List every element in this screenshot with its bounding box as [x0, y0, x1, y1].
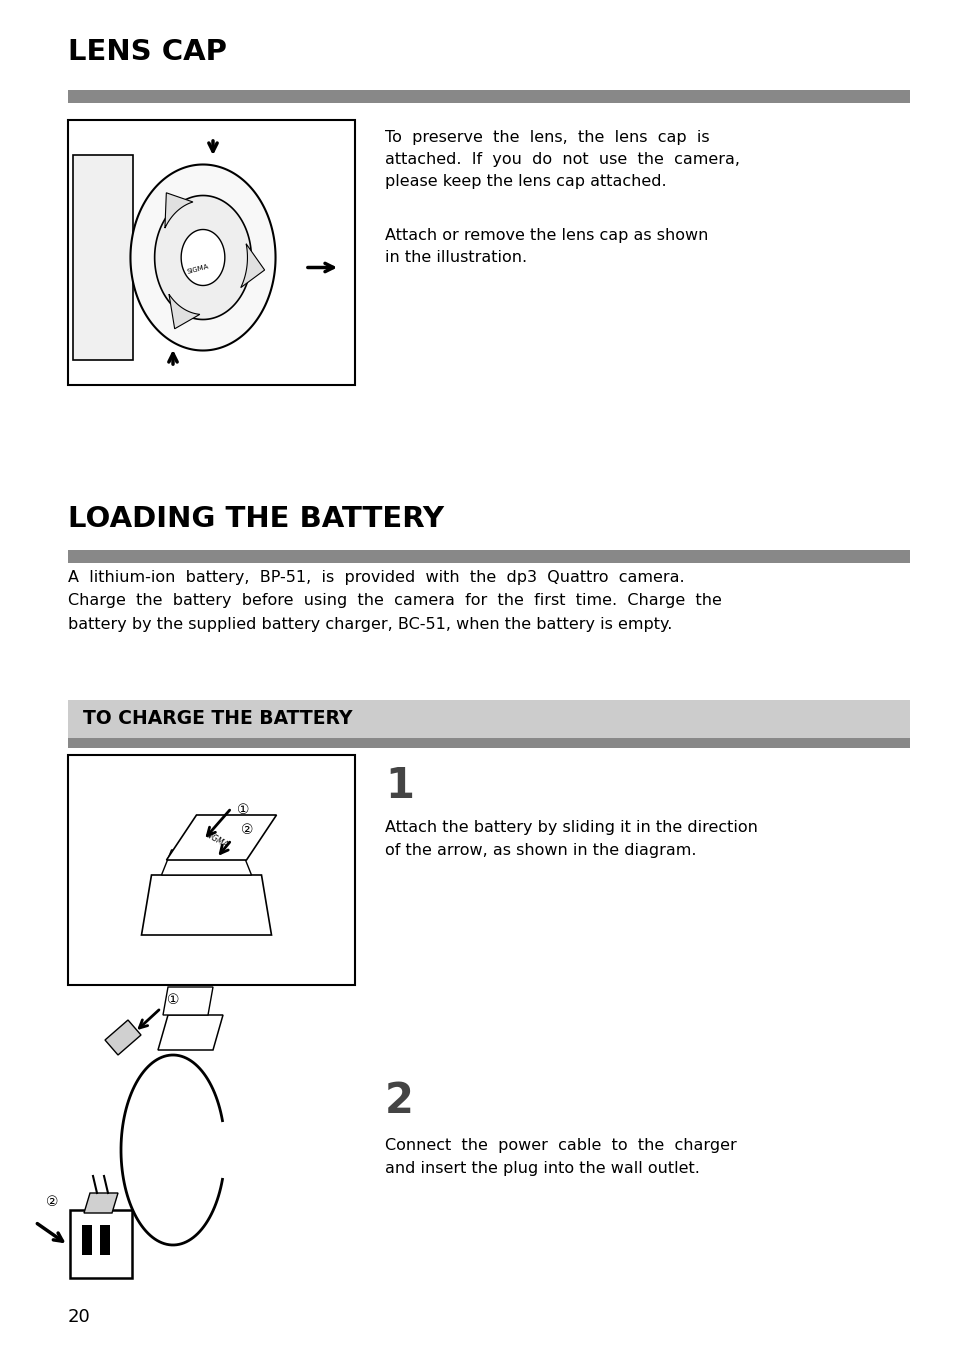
Bar [100, 1224, 110, 1256]
Polygon shape [131, 165, 275, 351]
Polygon shape [158, 1015, 223, 1050]
Polygon shape [161, 850, 252, 875]
Polygon shape [84, 1193, 118, 1214]
Bar [68, 755, 355, 986]
Polygon shape [169, 294, 199, 329]
Polygon shape [240, 244, 264, 288]
Polygon shape [105, 1021, 141, 1054]
Text: battery by the supplied battery charger, BC-51, when the battery is empty.: battery by the supplied battery charger,… [68, 617, 672, 632]
Text: A  lithium-ion  battery,  BP-51,  is  provided  with  the  dp3  Quattro  camera.: A lithium-ion battery, BP-51, is provide… [68, 570, 684, 585]
Text: SIGMA: SIGMA [203, 830, 230, 850]
Text: 20: 20 [68, 1308, 91, 1326]
Text: LENS CAP: LENS CAP [68, 38, 227, 66]
Bar [68, 120, 355, 385]
Polygon shape [141, 875, 272, 936]
Text: TO CHARGE THE BATTERY: TO CHARGE THE BATTERY [83, 710, 352, 729]
Polygon shape [167, 815, 276, 860]
Bar [82, 1224, 91, 1256]
Text: Attach the battery by sliding it in the direction: Attach the battery by sliding it in the … [385, 819, 757, 836]
Text: please keep the lens cap attached.: please keep the lens cap attached. [385, 174, 666, 189]
Text: ①: ① [167, 994, 179, 1007]
Text: attached.  If  you  do  not  use  the  camera,: attached. If you do not use the camera, [385, 153, 740, 167]
Text: To  preserve  the  lens,  the  lens  cap  is: To preserve the lens, the lens cap is [385, 130, 709, 144]
Text: Connect  the  power  cable  to  the  charger: Connect the power cable to the charger [385, 1138, 736, 1153]
Polygon shape [165, 193, 193, 228]
Text: Charge  the  battery  before  using  the  camera  for  the  first  time.  Charge: Charge the battery before using the came… [68, 594, 721, 609]
Polygon shape [163, 987, 213, 1015]
Text: SIGMA: SIGMA [186, 263, 210, 275]
Text: in the illustration.: in the illustration. [385, 250, 527, 265]
Bar [68, 90, 909, 103]
Bar [68, 549, 909, 563]
Polygon shape [73, 155, 132, 360]
Text: of the arrow, as shown in the diagram.: of the arrow, as shown in the diagram. [385, 844, 696, 859]
Text: 2: 2 [385, 1080, 414, 1122]
Text: ②: ② [241, 824, 253, 837]
Text: LOADING THE BATTERY: LOADING THE BATTERY [68, 505, 443, 533]
Bar [68, 701, 909, 738]
Bar [70, 1210, 132, 1278]
Text: Attach or remove the lens cap as shown: Attach or remove the lens cap as shown [385, 228, 708, 243]
Bar [68, 738, 909, 748]
Polygon shape [181, 230, 225, 285]
Polygon shape [154, 196, 251, 320]
Text: ②: ② [46, 1195, 58, 1210]
Text: 1: 1 [385, 765, 414, 807]
Text: ①: ① [237, 803, 250, 817]
Text: and insert the plug into the wall outlet.: and insert the plug into the wall outlet… [385, 1161, 700, 1176]
